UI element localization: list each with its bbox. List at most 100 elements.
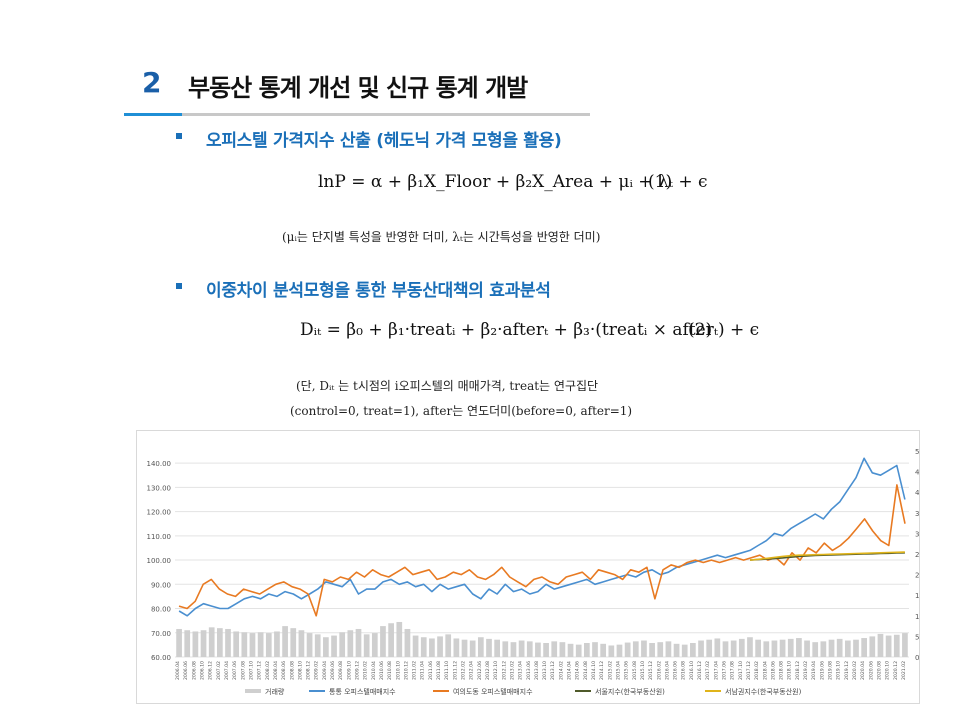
volume-bar	[176, 628, 182, 657]
formula-2-note-line1: (단, Dᵢₜ 는 t시점의 i오피스텔의 매매가격, treat는 연구집단	[296, 379, 599, 393]
volume-bar	[274, 631, 280, 657]
x-tick-label: 2015.02	[607, 661, 613, 680]
x-tick-label: 2006.04	[175, 661, 181, 680]
x-tick-label: 2016.12	[697, 661, 703, 680]
x-tick-label: 2019.06	[819, 661, 825, 680]
x-tick-label: 2013.04	[518, 661, 524, 680]
volume-bar	[298, 630, 305, 657]
x-tick-label: 2016.06	[673, 661, 679, 680]
volume-bar	[584, 642, 590, 657]
volume-bar	[526, 641, 533, 657]
volume-bar	[665, 641, 672, 657]
volume-bar	[314, 634, 321, 657]
volume-bar	[388, 623, 394, 657]
x-tick-label: 2008.10	[297, 661, 303, 680]
volume-bar	[461, 639, 468, 657]
title-underline-accent	[124, 113, 182, 116]
x-tick-label: 2012.02	[461, 661, 467, 680]
x-tick-label: 2019.08	[828, 661, 834, 680]
x-tick-label: 2018.02	[754, 661, 760, 680]
x-tick-label: 2015.06	[624, 661, 630, 680]
x-tick-label: 2016.02	[656, 661, 662, 680]
volume-bar	[331, 635, 337, 657]
x-tick-label: 2012.06	[477, 661, 483, 680]
volume-bar	[233, 631, 240, 657]
x-tick-label: 2011.10	[444, 661, 450, 680]
volume-bar	[225, 628, 231, 657]
x-tick-label: 2011.12	[452, 661, 458, 680]
volume-bar	[371, 633, 378, 657]
x-tick-label: 2013.10	[542, 661, 548, 680]
legend-swatch	[245, 689, 261, 693]
volume-bar	[885, 635, 892, 657]
right-tick-label: 350	[915, 510, 919, 518]
volume-bar	[437, 636, 443, 657]
volume-bar	[339, 632, 346, 657]
formula-1-note: (μᵢ는 단지별 특성을 반영한 더미, λₜ는 시간특성을 반영한 더미)	[282, 230, 601, 244]
series-line-1	[178, 484, 906, 617]
volume-bar	[616, 644, 623, 657]
volume-bar	[551, 641, 558, 657]
x-tick-label: 2014.06	[575, 661, 581, 680]
x-tick-label: 2013.02	[509, 661, 515, 680]
volume-bar	[477, 637, 484, 657]
section-number: 2	[142, 66, 162, 99]
volume-bar	[657, 642, 664, 657]
volume-bar	[828, 639, 835, 657]
x-tick-label: 2013.06	[526, 661, 532, 680]
volume-bar	[698, 640, 704, 657]
x-tick-label: 2009.02	[314, 661, 320, 680]
right-tick-label: 300	[915, 530, 919, 538]
volume-bar	[494, 639, 500, 657]
left-tick-label: 80.00	[151, 606, 171, 614]
x-tick-label: 2008.02	[265, 661, 271, 680]
x-tick-label: 2016.10	[689, 661, 695, 680]
volume-bar	[632, 641, 639, 657]
x-tick-label: 2019.10	[836, 661, 842, 680]
x-tick-label: 2009.08	[338, 661, 344, 680]
x-tick-label: 2011.04	[420, 661, 426, 680]
volume-bar	[796, 638, 802, 657]
left-tick-label: 70.00	[151, 630, 171, 638]
volume-bar	[755, 639, 761, 657]
left-tick-label: 110.00	[147, 533, 172, 541]
x-tick-label: 2016.04	[664, 661, 670, 680]
right-tick-label: 200	[915, 572, 919, 580]
x-tick-label: 2010.08	[387, 661, 393, 680]
x-tick-label: 2009.10	[346, 661, 352, 680]
x-tick-label: 2017.02	[705, 661, 711, 680]
formula-2-note-line2: (control=0, treat=1), after는 연도더미(before…	[290, 404, 633, 418]
x-tick-label: 2008.06	[281, 661, 287, 680]
legend-label: 여의도동 오피스텔매매지수	[453, 687, 533, 696]
x-tick-label: 2020.02	[852, 661, 858, 680]
volume-bar	[600, 643, 607, 657]
x-tick-label: 2007.10	[248, 661, 254, 680]
x-tick-label: 2011.08	[436, 661, 442, 680]
volume-bar	[722, 641, 729, 657]
x-tick-label: 2017.10	[738, 661, 744, 680]
left-tick-label: 120.00	[147, 509, 172, 517]
chart-canvas: 140.00 130.00 120.00 110.00 100.00 90.00 80.00…	[147, 448, 920, 696]
volume-bar	[535, 642, 541, 657]
x-tick-label: 2013.12	[550, 661, 556, 680]
volume-bar	[861, 638, 867, 657]
x-tick-label: 2007.08	[240, 661, 246, 680]
volume-bar	[681, 644, 688, 657]
x-tick-label: 2015.04	[615, 661, 621, 680]
formula-1: lnP = α + β₁X_Floor + β₂X_Area + μᵢ + λₜ…	[318, 172, 708, 192]
x-tick-label: 2012.12	[501, 661, 507, 680]
volume-bar	[200, 630, 207, 657]
x-tick-label: 2010.10	[395, 661, 401, 680]
volume-bar	[453, 638, 460, 657]
x-tick-label: 2008.12	[306, 661, 312, 680]
volume-bar	[290, 628, 297, 657]
right-tick-label: 0	[915, 654, 919, 662]
x-tick-label: 2009.04	[322, 661, 328, 680]
right-tick-label: 50	[915, 633, 919, 641]
x-tick-label: 2008.04	[273, 661, 279, 680]
volume-bar	[404, 628, 411, 657]
volume-bar	[184, 630, 191, 657]
volume-bar	[217, 628, 223, 657]
volume-bar	[641, 640, 647, 657]
x-tick-label: 2014.02	[558, 661, 564, 680]
